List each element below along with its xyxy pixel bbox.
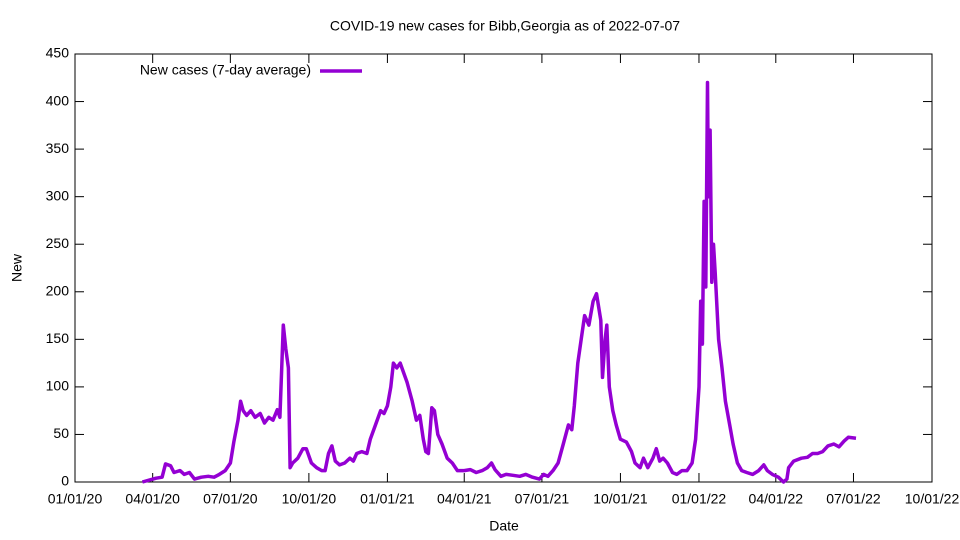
x-tick-label: 07/01/20 <box>203 491 258 507</box>
x-tick-label: 04/01/21 <box>437 491 492 507</box>
y-tick-label: 100 <box>46 378 70 394</box>
series-line <box>141 80 857 484</box>
y-tick-label: 250 <box>46 235 70 251</box>
x-tick-label: 01/01/22 <box>672 491 727 507</box>
y-tick-label: 150 <box>46 330 70 346</box>
chart-title: COVID-19 new cases for Bibb,Georgia as o… <box>330 18 680 34</box>
x-tick-label: 10/01/21 <box>593 491 648 507</box>
y-tick-label: 50 <box>53 425 69 441</box>
y-tick-label: 400 <box>46 92 70 108</box>
y-tick-label: 300 <box>46 187 70 203</box>
x-tick-label: 01/01/21 <box>360 491 415 507</box>
plot-border <box>74 53 933 483</box>
x-axis-label: Date <box>489 518 519 534</box>
x-tick-label: 07/01/21 <box>515 491 570 507</box>
x-tick-label: 01/01/20 <box>48 491 103 507</box>
y-tick-label: 350 <box>46 140 70 156</box>
y-axis-label: New <box>9 253 25 282</box>
y-tick-label: 450 <box>46 45 70 61</box>
x-tick-label: 10/01/22 <box>905 491 960 507</box>
x-tick-label: 04/01/20 <box>125 491 180 507</box>
x-tick-label: 04/01/22 <box>749 491 804 507</box>
y-tick-label: 0 <box>61 473 69 489</box>
x-tick-label: 07/01/22 <box>826 491 881 507</box>
x-tick-label: 10/01/20 <box>282 491 337 507</box>
y-tick-label: 200 <box>46 282 70 298</box>
legend-label: New cases (7-day average) <box>140 62 311 78</box>
